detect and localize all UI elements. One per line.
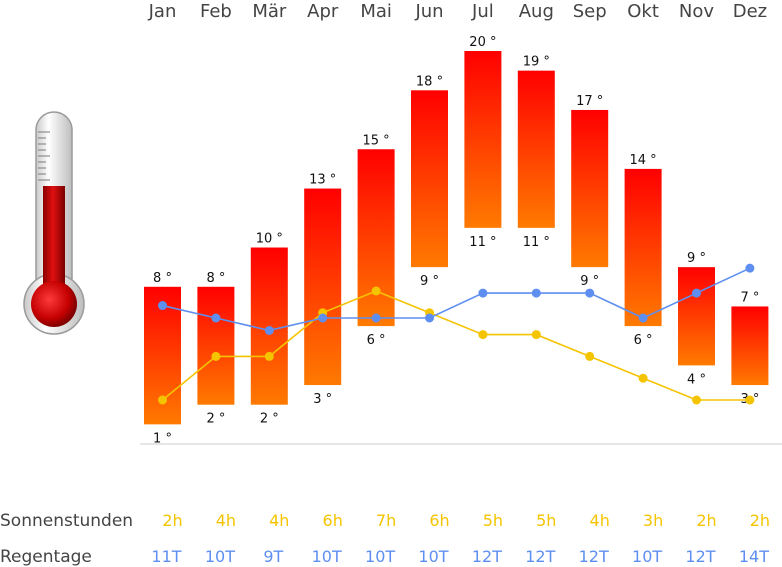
sunshine-value: 7h	[376, 511, 396, 530]
max-temp-label: 10 °	[256, 232, 283, 247]
min-temp-label: 11 °	[523, 235, 550, 250]
rain-days-value: 10T	[365, 547, 395, 566]
max-temp-label: 17 °	[576, 94, 603, 109]
rain-days-point	[425, 313, 434, 323]
month-label: Sep	[573, 1, 607, 22]
rain-days-value: 12T	[525, 547, 555, 566]
temperature-bar	[624, 168, 662, 327]
temperature-bar	[411, 90, 448, 268]
rain-days-point	[158, 301, 167, 311]
min-temp-label: 6 °	[367, 333, 386, 348]
rain-row-label: Regentage	[0, 547, 92, 567]
sunshine-value: 6h	[429, 511, 449, 530]
temperature-bar	[464, 51, 502, 228]
rain-days-point	[585, 288, 595, 298]
sunshine-point	[371, 286, 381, 296]
sunshine-row-label: Sonnenstunden	[0, 511, 133, 531]
month-label: Jun	[414, 1, 443, 22]
temperature-bar	[571, 109, 609, 268]
month-label: Okt	[627, 1, 659, 22]
sunshine-value: 4h	[590, 511, 610, 530]
temperature-bar	[731, 306, 769, 386]
rain-days-value: 11T	[151, 547, 181, 566]
rain-days-point	[745, 263, 755, 273]
max-temp-label: 20 °	[469, 35, 496, 50]
month-label: Jan	[148, 1, 177, 22]
max-temp-label: 8 °	[206, 271, 225, 286]
sunshine-value: 5h	[536, 511, 556, 530]
sunshine-value: 5h	[483, 511, 503, 530]
rain-days-value: 14T	[739, 547, 769, 566]
rain-days-point	[478, 288, 488, 298]
min-temp-label: 4 °	[687, 372, 706, 387]
min-temp-label: 9 °	[420, 274, 439, 289]
sunshine-value: 2h	[162, 511, 182, 530]
sunshine-point	[531, 330, 541, 340]
sunshine-value: 2h	[750, 511, 770, 530]
rain-days-value: 9T	[263, 547, 283, 566]
min-temp-label: 6 °	[634, 333, 653, 348]
max-temp-label: 18 °	[416, 74, 443, 89]
temperature-bar	[304, 188, 342, 386]
min-temp-label: 1 °	[153, 431, 172, 446]
min-temp-label: 2 °	[206, 412, 225, 427]
month-label: Jul	[471, 1, 494, 22]
sunshine-point	[638, 373, 648, 383]
rain-days-point	[264, 325, 274, 335]
rain-days-value: 10T	[418, 547, 448, 566]
rain-days-line	[162, 267, 751, 332]
month-label: Mai	[360, 1, 392, 22]
month-label: Aug	[519, 1, 554, 22]
rain-days-point	[211, 313, 221, 323]
max-temp-label: 15 °	[363, 133, 390, 148]
temperature-bar	[517, 70, 555, 228]
rain-days-value: 12T	[579, 547, 609, 566]
thermometer-icon	[23, 111, 85, 335]
sunshine-value: 2h	[696, 511, 716, 530]
max-temp-label: 13 °	[309, 173, 336, 188]
max-temp-label: 7 °	[740, 290, 759, 305]
rain-days-value: 10T	[312, 547, 342, 566]
sunshine-point	[478, 330, 488, 340]
min-temp-label: 2 °	[260, 412, 279, 427]
rain-days-point	[531, 288, 541, 298]
sunshine-point	[585, 351, 595, 361]
temperature-bar	[197, 286, 235, 405]
rain-days-value: 12T	[685, 547, 715, 566]
sunshine-point	[264, 351, 274, 361]
rain-days-point	[371, 313, 381, 323]
sunshine-value: 4h	[269, 511, 289, 530]
max-temp-label: 19 °	[523, 55, 550, 70]
min-temp-label: 9 °	[580, 274, 599, 289]
min-temp-label: 3 °	[313, 392, 332, 407]
temperature-bar	[678, 267, 715, 366]
temperature-bar	[357, 149, 395, 327]
max-temp-label: 14 °	[630, 153, 657, 168]
rain-days-point	[638, 313, 648, 323]
sunshine-value: 6h	[323, 511, 343, 530]
rain-days-value: 12T	[472, 547, 502, 566]
month-label: Mär	[252, 1, 287, 22]
month-label: Dez	[733, 1, 767, 22]
sunshine-point	[692, 395, 701, 405]
min-temp-label: 11 °	[469, 235, 496, 250]
rain-days-value: 10T	[205, 547, 235, 566]
sunshine-point	[158, 395, 167, 405]
sunshine-line	[161, 290, 750, 401]
max-temp-label: 8 °	[153, 271, 172, 286]
month-label: Feb	[200, 1, 232, 22]
rain-days-point	[692, 288, 701, 298]
sunshine-point	[745, 395, 755, 405]
sunshine-value: 4h	[216, 511, 236, 530]
month-label: Apr	[307, 1, 339, 22]
max-temp-label: 9 °	[687, 251, 706, 266]
sunshine-value: 3h	[643, 511, 663, 530]
sunshine-point	[211, 351, 221, 361]
month-label: Nov	[679, 1, 714, 22]
rain-days-point	[318, 313, 328, 323]
rain-days-value: 10T	[632, 547, 662, 566]
